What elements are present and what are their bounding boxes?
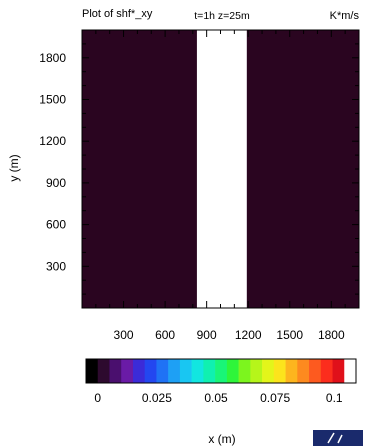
field-region-1	[197, 30, 247, 308]
colorbar-swatch	[203, 359, 215, 383]
x-tick-label: 1800	[318, 328, 345, 342]
y-axis-label: y (m)	[7, 154, 21, 181]
colorbar-swatch	[98, 359, 110, 383]
colorbar-tick-label: 0.075	[260, 391, 290, 405]
field-region-0	[82, 30, 197, 308]
colorbar-swatch	[250, 359, 262, 383]
colorbar-swatch	[274, 359, 286, 383]
field-regions	[82, 30, 359, 308]
colorbar-swatch	[121, 359, 133, 383]
colorbar-swatch	[344, 359, 356, 383]
y-tick-label: 300	[46, 259, 66, 273]
colorbar-swatch	[109, 359, 121, 383]
colorbar-swatch	[156, 359, 168, 383]
colorbar-swatch	[86, 359, 98, 383]
colorbar-swatch	[297, 359, 309, 383]
colorbar-swatch	[333, 359, 345, 383]
colorbar-swatch	[192, 359, 204, 383]
x-tick-label: 600	[155, 328, 175, 342]
colorbar-swatch	[321, 359, 333, 383]
x-tick-label: 1500	[276, 328, 303, 342]
x-tick-label: 1200	[235, 328, 262, 342]
units-label: K*m/s	[330, 10, 360, 22]
y-tick-label: 900	[46, 176, 66, 190]
colorbar-tick-label: 0.025	[142, 391, 172, 405]
time-height-label: t=1h z=25m	[194, 10, 250, 22]
logo-badge	[313, 430, 363, 446]
colorbar-swatch	[309, 359, 321, 383]
colorbar-swatch	[215, 359, 227, 383]
x-tick-label: 300	[114, 328, 134, 342]
colorbar-tick-label: 0.05	[204, 391, 228, 405]
colorbar-swatch	[262, 359, 274, 383]
colorbar-swatch	[286, 359, 298, 383]
y-tick-label: 1800	[39, 51, 66, 65]
x-tick-label: 900	[197, 328, 217, 342]
y-tick-label: 600	[46, 218, 66, 232]
x-axis-label: x (m)	[208, 432, 235, 446]
chart-title: Plot of shf*_xy	[82, 8, 153, 20]
colorbar-swatch	[227, 359, 239, 383]
colorbar-tick-label: 0	[94, 391, 101, 405]
colorbar-swatch	[239, 359, 251, 383]
colorbar-tick-labels: 0 0.025 0.05 0.075 0.1	[94, 391, 343, 405]
colorbar-tick-label: 0.1	[326, 391, 343, 405]
colorbar-swatch	[133, 359, 145, 383]
colorbar-swatch	[145, 359, 157, 383]
colorbar	[86, 359, 356, 383]
field-region-2	[247, 30, 359, 308]
y-tick-label: 1200	[39, 134, 66, 148]
y-tick-label: 1500	[39, 93, 66, 107]
colorbar-swatch	[168, 359, 180, 383]
colorbar-swatch	[180, 359, 192, 383]
